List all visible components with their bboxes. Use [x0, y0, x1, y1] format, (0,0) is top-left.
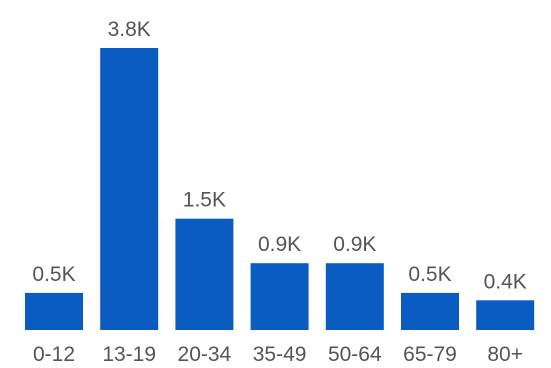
value-label-80+: 0.4K — [484, 270, 527, 293]
bar-35-49 — [250, 263, 309, 330]
bar-65-79 — [401, 292, 459, 330]
value-label-35-49: 0.9K — [258, 233, 301, 256]
bar-13-19 — [100, 48, 159, 330]
bar-0-12 — [25, 292, 83, 330]
value-labels-group: 0.5K 3.8K 1.5K 0.9K 0.9K 0.5K 0.4K — [32, 18, 526, 293]
bar-50-64 — [325, 263, 384, 330]
value-label-50-64: 0.9K — [333, 233, 376, 256]
value-label-65-79: 0.5K — [408, 263, 451, 286]
bar-80+ — [476, 300, 535, 330]
bar-20-34 — [175, 218, 234, 330]
x-tick-label-50-64: 50-64 — [328, 343, 382, 366]
x-tick-label-35-49: 35-49 — [253, 343, 307, 366]
value-label-13-19: 3.8K — [108, 18, 151, 41]
x-tick-label-80+: 80+ — [487, 343, 523, 366]
x-tick-label-20-34: 20-34 — [178, 343, 232, 366]
x-tick-label-65-79: 65-79 — [403, 343, 457, 366]
x-tick-label-0-12: 0-12 — [33, 343, 75, 366]
x-tick-label-13-19: 13-19 — [102, 343, 156, 366]
value-label-0-12: 0.5K — [32, 263, 75, 286]
x-axis-tick-labels: 0-12 13-19 20-34 35-49 50-64 65-79 80+ — [33, 343, 523, 366]
value-label-20-34: 1.5K — [183, 189, 226, 212]
bars-group — [25, 48, 535, 330]
